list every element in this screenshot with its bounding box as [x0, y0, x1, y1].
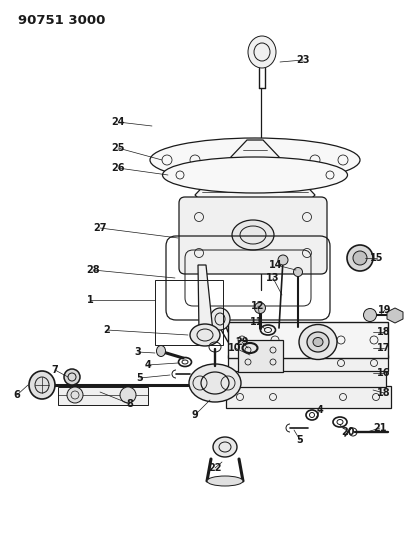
- FancyBboxPatch shape: [179, 197, 327, 274]
- Ellipse shape: [353, 251, 367, 265]
- Ellipse shape: [364, 309, 377, 321]
- Text: 1: 1: [86, 295, 93, 305]
- Ellipse shape: [232, 220, 274, 250]
- Text: 23: 23: [296, 55, 310, 65]
- Polygon shape: [198, 265, 213, 332]
- Bar: [228, 322, 388, 358]
- Text: 25: 25: [111, 143, 125, 153]
- Text: 11: 11: [250, 317, 264, 327]
- Text: 90751 3000: 90751 3000: [18, 14, 105, 27]
- Bar: [230, 369, 386, 387]
- Text: 10: 10: [228, 343, 242, 353]
- Ellipse shape: [162, 157, 347, 193]
- Ellipse shape: [293, 268, 303, 277]
- Text: 18: 18: [377, 327, 391, 337]
- Ellipse shape: [156, 345, 166, 357]
- Ellipse shape: [190, 324, 220, 346]
- Text: 19: 19: [378, 305, 392, 315]
- Ellipse shape: [210, 308, 230, 330]
- Text: 26: 26: [111, 163, 125, 173]
- Ellipse shape: [307, 332, 329, 352]
- Bar: [226, 386, 391, 408]
- Text: 27: 27: [93, 223, 107, 233]
- Ellipse shape: [150, 138, 360, 182]
- Ellipse shape: [213, 437, 237, 457]
- Text: 21: 21: [373, 423, 387, 433]
- Ellipse shape: [67, 387, 83, 403]
- Ellipse shape: [255, 303, 265, 313]
- Text: 17: 17: [377, 343, 391, 353]
- Text: 13: 13: [266, 273, 280, 283]
- Ellipse shape: [278, 255, 288, 265]
- Bar: [238, 340, 283, 372]
- Text: 7: 7: [52, 365, 58, 375]
- Ellipse shape: [64, 369, 80, 385]
- Ellipse shape: [29, 371, 55, 399]
- Ellipse shape: [120, 387, 136, 403]
- Polygon shape: [195, 140, 315, 220]
- Text: 5: 5: [297, 435, 303, 445]
- Bar: [228, 355, 388, 371]
- Bar: [155, 280, 223, 345]
- Text: 24: 24: [111, 117, 125, 127]
- Polygon shape: [387, 308, 403, 323]
- Text: 18: 18: [377, 388, 391, 398]
- Text: 12: 12: [251, 301, 265, 311]
- Text: 6: 6: [14, 390, 20, 400]
- Text: 9: 9: [191, 410, 198, 420]
- Text: 5: 5: [137, 373, 143, 383]
- Text: 15: 15: [370, 253, 384, 263]
- Ellipse shape: [347, 245, 373, 271]
- Text: 14: 14: [269, 260, 283, 270]
- Ellipse shape: [313, 337, 323, 346]
- Ellipse shape: [207, 476, 243, 486]
- Text: 28: 28: [86, 265, 100, 275]
- Text: 2: 2: [103, 325, 110, 335]
- Text: 4: 4: [317, 405, 323, 415]
- Text: 22: 22: [208, 463, 222, 473]
- Text: 29: 29: [235, 337, 249, 347]
- Ellipse shape: [189, 364, 241, 402]
- Text: 4: 4: [145, 360, 152, 370]
- Bar: [58, 387, 148, 405]
- Ellipse shape: [299, 325, 337, 359]
- Text: 16: 16: [377, 368, 391, 378]
- Text: 3: 3: [135, 347, 141, 357]
- Text: 20: 20: [341, 427, 355, 437]
- Text: 8: 8: [126, 399, 133, 409]
- Ellipse shape: [248, 36, 276, 68]
